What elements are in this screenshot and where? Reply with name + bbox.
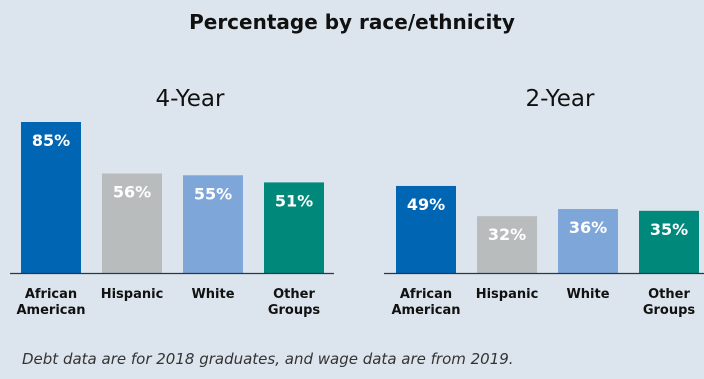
bar-4-year-1: [21, 122, 81, 273]
data-label-2-year-3: 36%: [569, 218, 607, 237]
category-label-2-year-4: Other Groups: [643, 287, 696, 318]
panel-title-4-year: 4-Year: [156, 86, 225, 112]
category-label-4-year-1: African American: [16, 287, 85, 318]
bar-2-year-2: [477, 216, 537, 273]
bar-4-year-4: [264, 182, 324, 273]
category-label-4-year-2: Hispanic: [101, 287, 164, 302]
category-label-2-year-3: White: [566, 287, 609, 302]
category-label-2-year-2: Hispanic: [476, 287, 539, 302]
bar-2-year-3: [558, 209, 618, 273]
category-label-4-year-4: Other Groups: [268, 287, 321, 318]
bar-4-year-3: [183, 175, 243, 273]
bar-4-year-2: [102, 173, 162, 273]
data-label-4-year-2: 56%: [113, 183, 151, 202]
chart-title: Percentage by race/ethnicity: [189, 10, 515, 34]
panel-title-2-year: 2-Year: [526, 86, 595, 112]
bar-2-year-4: [639, 210, 699, 273]
bar-2-year-1: [396, 185, 456, 273]
footnote: Debt data are for 2018 graduates, and wa…: [22, 350, 514, 368]
category-label-4-year-3: White: [191, 287, 234, 302]
data-label-2-year-2: 32%: [488, 225, 526, 244]
data-label-4-year-4: 51%: [275, 191, 313, 210]
data-label-2-year-1: 49%: [407, 195, 445, 214]
data-label-4-year-1: 85%: [32, 131, 70, 150]
data-label-4-year-3: 55%: [194, 184, 232, 203]
data-label-2-year-4: 35%: [650, 220, 688, 239]
category-label-2-year-1: African American: [391, 287, 460, 318]
